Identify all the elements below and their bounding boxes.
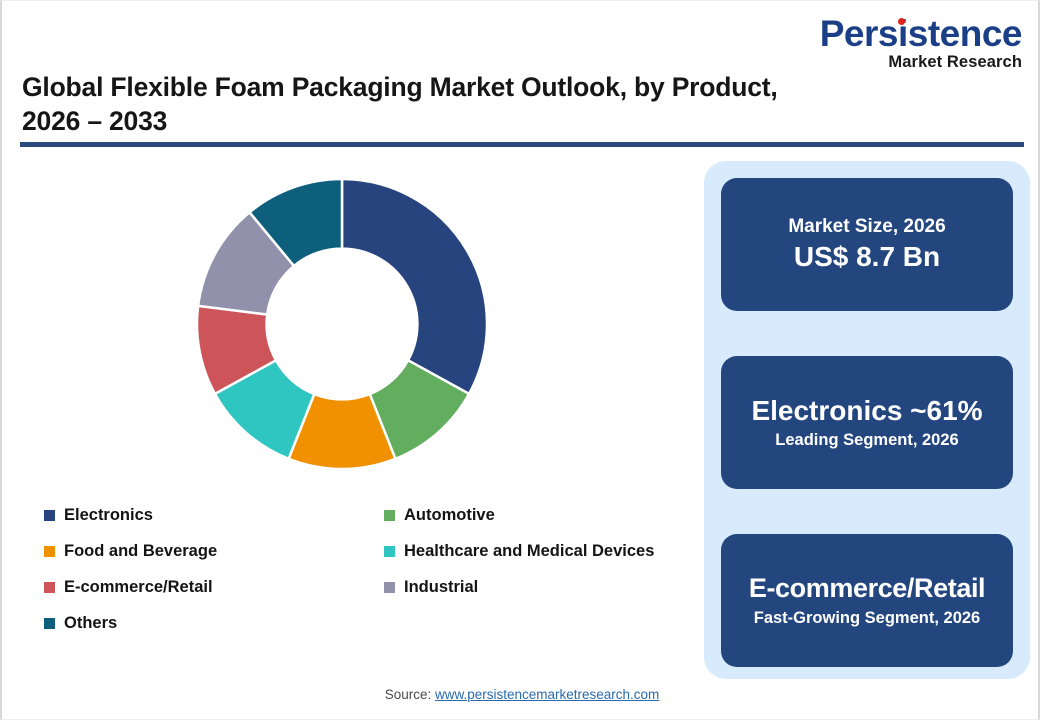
legend-swatch-icon	[44, 581, 55, 593]
legend-swatch-icon	[384, 581, 395, 593]
donut-chart	[182, 166, 512, 486]
brand-name: Persistence	[819, 13, 1023, 54]
legend-item-automotive[interactable]: Automotive	[384, 506, 704, 525]
stats-panel: Market Size, 2026 US$ 8.7 Bn Electronics…	[704, 161, 1030, 679]
legend-item-healthcare-and-medical-devices[interactable]: Healthcare and Medical Devices	[384, 542, 704, 561]
title-divider	[20, 142, 1024, 147]
legend-item-industrial[interactable]: Industrial	[384, 578, 704, 597]
legend-label: Others	[64, 613, 118, 632]
stat-card-fastest-growing-segment[interactable]: E-commerce/Retail Fast-Growing Segment, …	[721, 534, 1013, 667]
source-prefix: Source:	[384, 687, 435, 702]
market-size-caption: Market Size, 2026	[788, 215, 946, 237]
donut-chart-svg	[195, 177, 489, 471]
legend-item-others[interactable]: Others	[44, 614, 384, 633]
legend-swatch-icon	[44, 509, 55, 521]
legend-label: Electronics	[64, 505, 153, 524]
legend-item-electronics[interactable]: Electronics	[44, 506, 384, 525]
logo-dot-icon	[898, 18, 905, 25]
donut-slice[interactable]	[247, 177, 344, 268]
source-link[interactable]: www.persistencemarketresearch.com	[434, 687, 660, 702]
donut-slice[interactable]	[340, 177, 489, 396]
market-size-value: US$ 8.7 Bn	[793, 241, 941, 273]
legend-swatch-icon	[44, 617, 55, 629]
legend-item-e-commerce-retail[interactable]: E-commerce/Retail	[44, 578, 384, 597]
legend-label: E-commerce/Retail	[64, 577, 213, 596]
brand-logo: Persistence Market Research	[802, 13, 1023, 71]
source-footer: Source: www.persistencemarketresearch.co…	[2, 687, 1038, 702]
page-title: Global Flexible Foam Packaging Market Ou…	[22, 72, 778, 136]
legend-swatch-icon	[384, 509, 395, 521]
legend-swatch-icon	[384, 545, 395, 557]
donut-slice-group	[195, 177, 489, 471]
stat-card-market-size[interactable]: Market Size, 2026 US$ 8.7 Bn	[721, 178, 1013, 311]
brand-tagline: Market Research	[888, 53, 1022, 71]
legend-label: Food and Beverage	[64, 541, 218, 560]
fastest-segment-value: E-commerce/Retail	[748, 572, 986, 603]
leading-segment-value: Electronics ~61%	[751, 395, 983, 427]
legend-item-food-and-beverage[interactable]: Food and Beverage	[44, 542, 384, 561]
leading-segment-caption: Leading Segment, 2026	[775, 431, 959, 450]
legend-label: Healthcare and Medical Devices	[404, 541, 655, 560]
fastest-segment-caption: Fast-Growing Segment, 2026	[753, 608, 981, 627]
legend-label: Industrial	[404, 577, 479, 596]
chart-legend: Electronics Automotive Food and Beverage…	[44, 497, 704, 641]
legend-label: Automotive	[404, 505, 495, 524]
legend-swatch-icon	[44, 545, 55, 557]
stat-card-leading-segment[interactable]: Electronics ~61% Leading Segment, 2026	[721, 356, 1013, 489]
